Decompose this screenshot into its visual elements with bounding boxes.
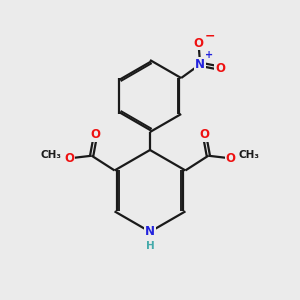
Text: O: O xyxy=(200,128,209,141)
Text: +: + xyxy=(206,50,214,60)
Text: O: O xyxy=(91,128,100,141)
Text: O: O xyxy=(194,37,203,50)
Text: CH₃: CH₃ xyxy=(41,150,62,160)
Text: N: N xyxy=(145,225,155,238)
Text: H: H xyxy=(146,241,154,250)
Text: O: O xyxy=(64,152,74,165)
Text: CH₃: CH₃ xyxy=(238,150,259,160)
Text: O: O xyxy=(215,62,225,75)
Text: N: N xyxy=(195,58,205,71)
Text: −: − xyxy=(205,29,215,42)
Text: O: O xyxy=(226,152,236,165)
